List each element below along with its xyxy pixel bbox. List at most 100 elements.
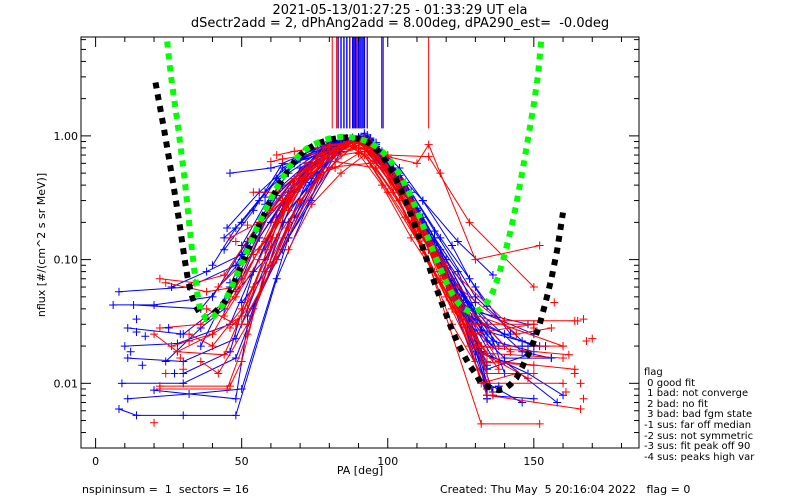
data-point — [272, 151, 281, 160]
legend-item: 3 bad: bad fgm state — [644, 409, 753, 421]
data-point — [225, 233, 234, 242]
chart-title: 2021-05-13/01:27:25 - 01:33:29 UT ela — [272, 3, 528, 18]
data-point — [471, 292, 480, 301]
data-point — [360, 147, 369, 156]
data-point — [114, 404, 123, 413]
data-point — [518, 398, 527, 407]
fit-curves — [152, 41, 566, 394]
trace-line — [241, 145, 529, 379]
data-point — [284, 233, 293, 242]
data-point-blue — [170, 369, 179, 378]
data-point — [185, 330, 194, 339]
data-point — [223, 224, 232, 233]
x-tick-label: 50 — [235, 455, 249, 468]
y-tick-label: 1.00 — [54, 130, 79, 143]
data-point — [307, 169, 316, 178]
data-point — [284, 224, 293, 233]
legend-item: -1 sus: far off median — [644, 419, 752, 431]
x-axis-label: PA [deg] — [337, 464, 383, 477]
data-point — [559, 342, 568, 351]
data-point — [448, 241, 457, 250]
data-point — [120, 342, 129, 351]
data-point — [114, 287, 123, 296]
data-point — [208, 292, 217, 301]
data-point — [155, 384, 164, 393]
data-point — [231, 394, 240, 403]
data-point-blue — [132, 327, 141, 336]
legend-item: 0 good fit — [644, 377, 696, 389]
data-point-red — [243, 221, 252, 230]
data-point-red — [582, 336, 591, 345]
data-point — [208, 261, 217, 270]
data-point — [196, 357, 205, 366]
data-point — [301, 174, 310, 183]
data-point-red — [529, 323, 538, 332]
data-point — [319, 164, 328, 173]
data-point — [161, 278, 170, 287]
data-point — [412, 159, 421, 168]
data-point-blue — [164, 323, 173, 332]
data-point — [220, 245, 229, 254]
data-point — [407, 233, 416, 242]
data-point — [150, 386, 159, 395]
chart-subtitle: dSectr2add = 2, dPhAng2add = 8.00deg, dP… — [190, 16, 610, 31]
data-point — [284, 245, 293, 254]
data-point-blue — [138, 361, 147, 370]
trace-line — [159, 138, 534, 335]
data-point — [225, 169, 234, 178]
trace-red — [155, 137, 538, 378]
data-point-red — [576, 379, 585, 388]
data-point — [179, 411, 188, 420]
y-axis-label: nflux [#/(cm^2 s sr MeV)] — [35, 173, 48, 317]
data-point-red — [579, 394, 588, 403]
data-point — [167, 342, 176, 351]
data-point — [243, 330, 252, 339]
data-point — [418, 196, 427, 205]
trace-line — [223, 136, 488, 335]
data-point — [220, 350, 229, 359]
data-point-red — [176, 354, 185, 363]
axes: 0 50 100 150 0.01 0.10 1.00 — [54, 36, 640, 468]
data-point — [150, 300, 159, 309]
data-point — [325, 147, 334, 156]
data-point — [223, 384, 232, 393]
data-point — [272, 218, 281, 227]
y-tick-label: 0.10 — [54, 254, 79, 267]
data-point — [117, 379, 126, 388]
data-point-blue — [523, 342, 532, 351]
data-point — [301, 164, 310, 173]
data-point — [208, 342, 217, 351]
legend-item: -2 sus: not symmetric — [644, 430, 754, 442]
data-point-red — [561, 388, 570, 397]
peak-lines — [331, 37, 430, 129]
data-point-red — [573, 316, 582, 325]
data-point — [477, 419, 486, 428]
data-point — [202, 267, 211, 276]
data-point — [337, 151, 346, 160]
footer-left: nspininsum = 1 sectors = 16 — [82, 483, 249, 496]
data-point-red — [185, 336, 194, 345]
x-tick-label: 100 — [377, 455, 398, 468]
data-point — [123, 394, 132, 403]
data-point — [529, 283, 538, 292]
legend-item: -4 sus: peaks high var — [644, 451, 755, 463]
plot-frame — [80, 36, 640, 449]
data-point — [266, 157, 275, 166]
data-point — [307, 200, 316, 209]
data-point — [500, 316, 509, 325]
data-point — [196, 342, 205, 351]
data-point — [424, 152, 433, 161]
data-point — [261, 193, 270, 202]
data-point-red — [588, 334, 597, 343]
data-point — [150, 330, 159, 339]
data-point — [214, 283, 223, 292]
legend-item: 2 bad: no fit — [644, 398, 708, 410]
data-point — [278, 155, 287, 164]
data-point — [231, 320, 240, 329]
data-point — [237, 250, 246, 259]
data-point — [255, 196, 264, 205]
data-point — [284, 191, 293, 200]
data-point — [564, 350, 573, 359]
trace-red — [196, 157, 503, 378]
